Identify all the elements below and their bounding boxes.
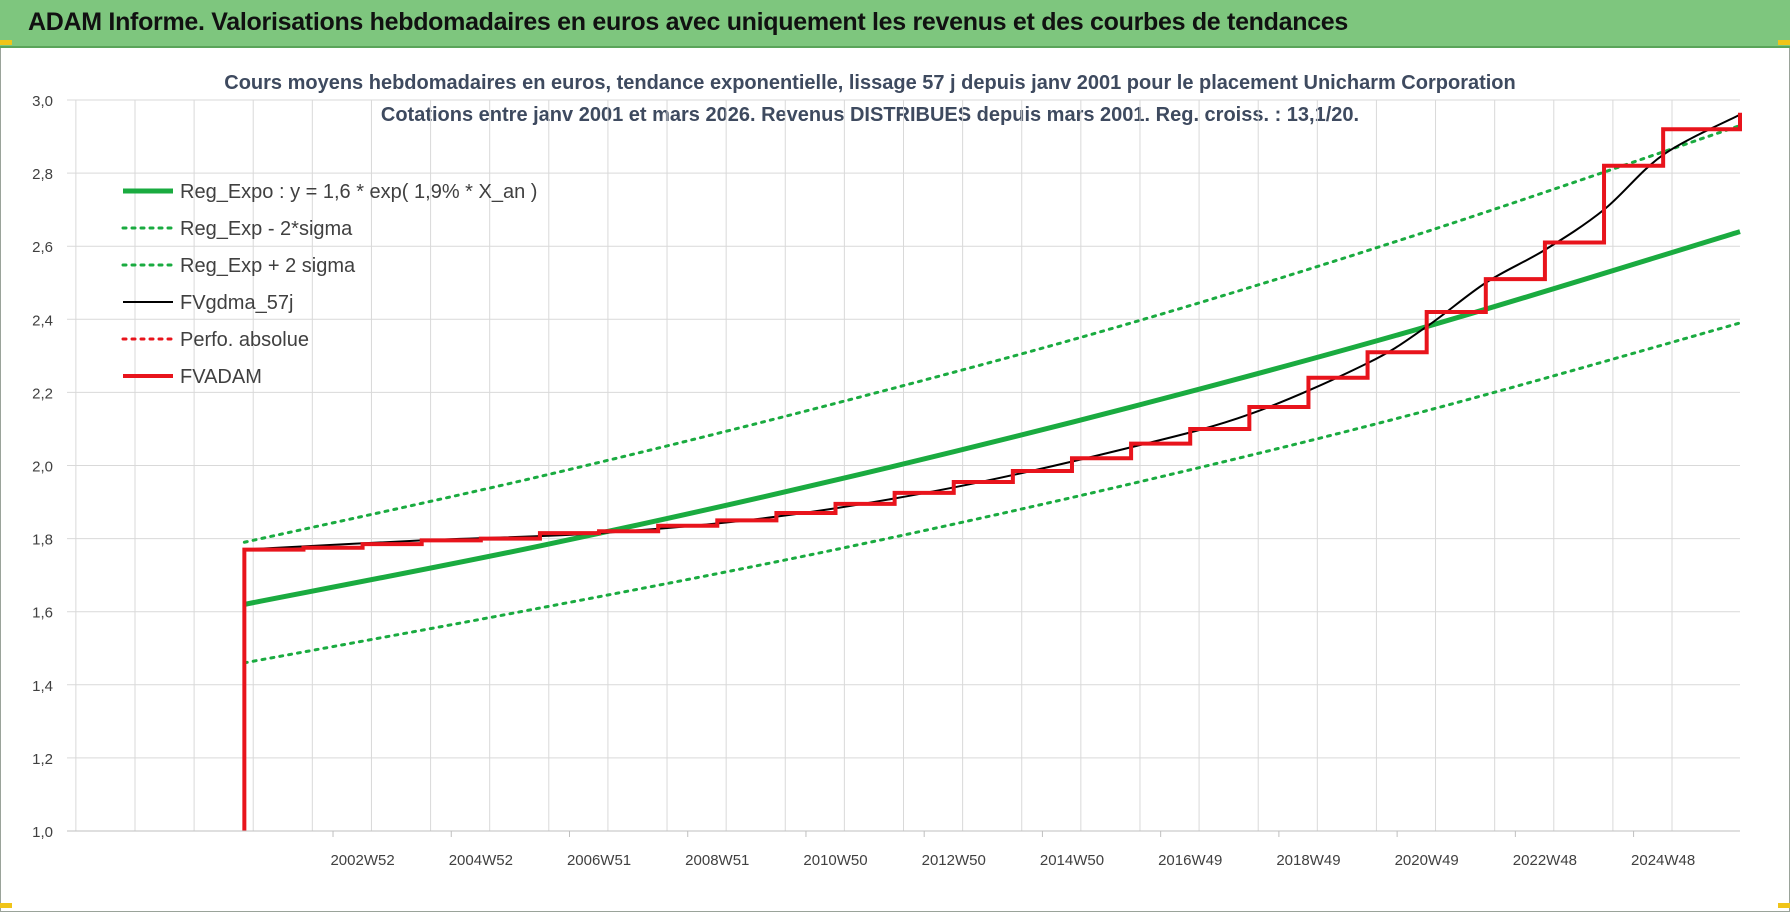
legend-label: FVADAM — [180, 366, 262, 388]
series-line-1 — [242, 321, 1742, 665]
chart-subtitle: Cotations entre janv 2001 et mars 2026. … — [380, 104, 1360, 126]
y-tick-label: 2,6 — [32, 239, 53, 256]
y-tick-label: 1,8 — [32, 532, 53, 549]
x-tick-label: 2018W49 — [1276, 852, 1340, 869]
x-tick-label: 2024W48 — [1631, 852, 1695, 869]
y-tick-label: 1,0 — [32, 824, 53, 841]
legend-label: Perfo. absolue — [180, 329, 309, 351]
x-tick-label: 2002W52 — [330, 852, 394, 869]
legend-label: FVgdma_57j — [180, 292, 293, 314]
x-tick-label: 2014W50 — [1040, 852, 1104, 869]
legend-label: Reg_Expo : y = 1,6 * exp( 1,9% * X_an ) — [180, 181, 537, 203]
x-tick-label: 2020W49 — [1395, 852, 1459, 869]
series-line-3 — [244, 113, 1741, 551]
x-tick-label: 2022W48 — [1513, 852, 1577, 869]
x-tick-label: 2010W50 — [803, 852, 867, 869]
chart-area: Cours moyens hebdomadaires en euros, ten… — [0, 50, 1790, 912]
corner-mark-top-right — [1778, 40, 1790, 45]
legend-label: Reg_Exp - 2*sigma — [180, 218, 353, 240]
y-tick-label: 1,4 — [32, 678, 53, 695]
y-tick-label: 1,6 — [32, 605, 53, 622]
corner-mark-bottom-left — [0, 903, 12, 908]
x-tick-label: 2012W50 — [922, 852, 986, 869]
y-tick-label: 2,4 — [32, 312, 53, 329]
series-line-2 — [242, 124, 1742, 544]
y-tick-label: 3,0 — [32, 93, 53, 110]
x-tick-label: 2004W52 — [449, 852, 513, 869]
x-tick-label: 2016W49 — [1158, 852, 1222, 869]
legend-label: Reg_Exp + 2 sigma — [180, 255, 356, 277]
series-line-5 — [242, 112, 1742, 831]
x-tick-label: 2006W51 — [567, 852, 631, 869]
corner-mark-top-left — [0, 40, 12, 45]
y-tick-label: 2,2 — [32, 385, 53, 402]
y-tick-label: 2,8 — [32, 166, 53, 183]
x-tick-label: 2008W51 — [685, 852, 749, 869]
chart-title: Cours moyens hebdomadaires en euros, ten… — [224, 72, 1516, 94]
y-tick-label: 2,0 — [32, 459, 53, 476]
y-tick-label: 1,2 — [32, 751, 53, 768]
banner-title: ADAM Informe. Valorisations hebdomadaire… — [28, 8, 1349, 36]
series-line-0 — [243, 229, 1741, 607]
corner-mark-bottom-right — [1778, 903, 1790, 908]
report-banner: ADAM Informe. Valorisations hebdomadaire… — [0, 0, 1790, 48]
